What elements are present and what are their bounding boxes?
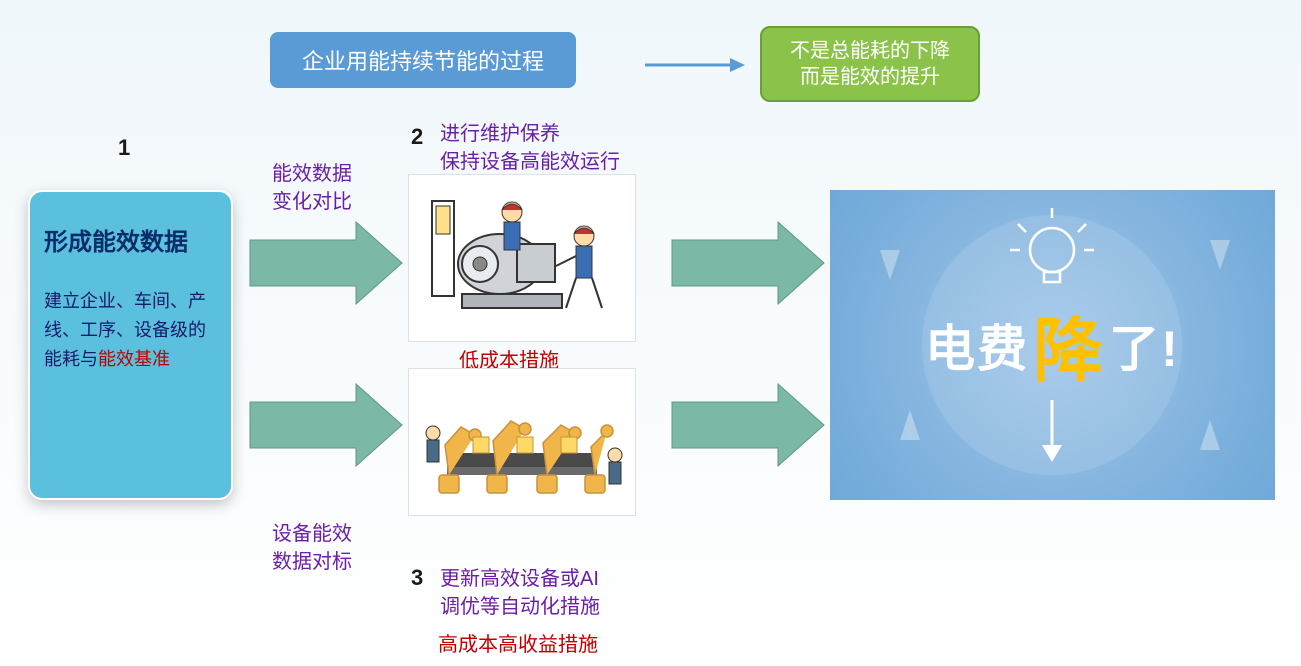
top-thin-arrow [640, 50, 750, 80]
automation-illustration [408, 368, 636, 516]
result-line2: 而是能效的提升 [790, 64, 950, 90]
block-arrow-4 [668, 380, 828, 470]
arrow-label-top-l1: 能效数据 [272, 160, 352, 188]
arrow-label-bottom-l1: 设备能效 [272, 520, 352, 548]
step2-title-l1: 进行维护保养 [440, 120, 620, 148]
step2-title: 进行维护保养 保持设备高能效运行 [440, 120, 620, 176]
process-title-text: 企业用能持续节能的过程 [302, 49, 544, 74]
final-text-post: 了! [1109, 309, 1180, 381]
step2-title-l2: 保持设备高能效运行 [440, 148, 620, 176]
result-line1: 不是总能耗的下降 [790, 38, 950, 64]
step3-title: 更新高效设备或AI 调优等自动化措施 [440, 565, 600, 621]
arrow-label-bottom: 设备能效 数据对标 [272, 520, 352, 576]
step3-title-l1: 更新高效设备或AI [440, 565, 600, 593]
step1-desc: 建立企业、车间、产线、工序、设备级的能耗与能效基准 [44, 287, 217, 373]
step-number-1: 1 [118, 135, 130, 161]
step-number-3: 3 [411, 565, 423, 591]
step-number-2: 2 [411, 124, 423, 150]
arrow-label-bottom-l2: 数据对标 [272, 548, 352, 576]
block-arrow-3 [668, 218, 828, 308]
block-arrow-2 [246, 380, 406, 470]
step1-title: 形成能效数据 [44, 222, 217, 257]
result-badge: 不是总能耗的下降 而是能效的提升 [760, 26, 980, 102]
step3-title-l2: 调优等自动化措施 [440, 593, 600, 621]
final-text-pre: 电费 [925, 309, 1029, 381]
step3-caption: 高成本高收益措施 [438, 628, 598, 657]
arrow-label-top-l2: 变化对比 [272, 188, 352, 216]
final-text-big: 降 [1033, 295, 1105, 396]
arrow-label-top: 能效数据 变化对比 [272, 160, 352, 216]
step1-box: 形成能效数据 建立企业、车间、产线、工序、设备级的能耗与能效基准 [28, 190, 233, 500]
process-title-label: 企业用能持续节能的过程 [270, 32, 576, 88]
block-arrow-1 [246, 218, 406, 308]
step1-desc-highlight: 能效基准 [98, 349, 170, 369]
maintenance-illustration [408, 174, 636, 342]
final-result-image: 电费 降 了! [830, 190, 1275, 500]
